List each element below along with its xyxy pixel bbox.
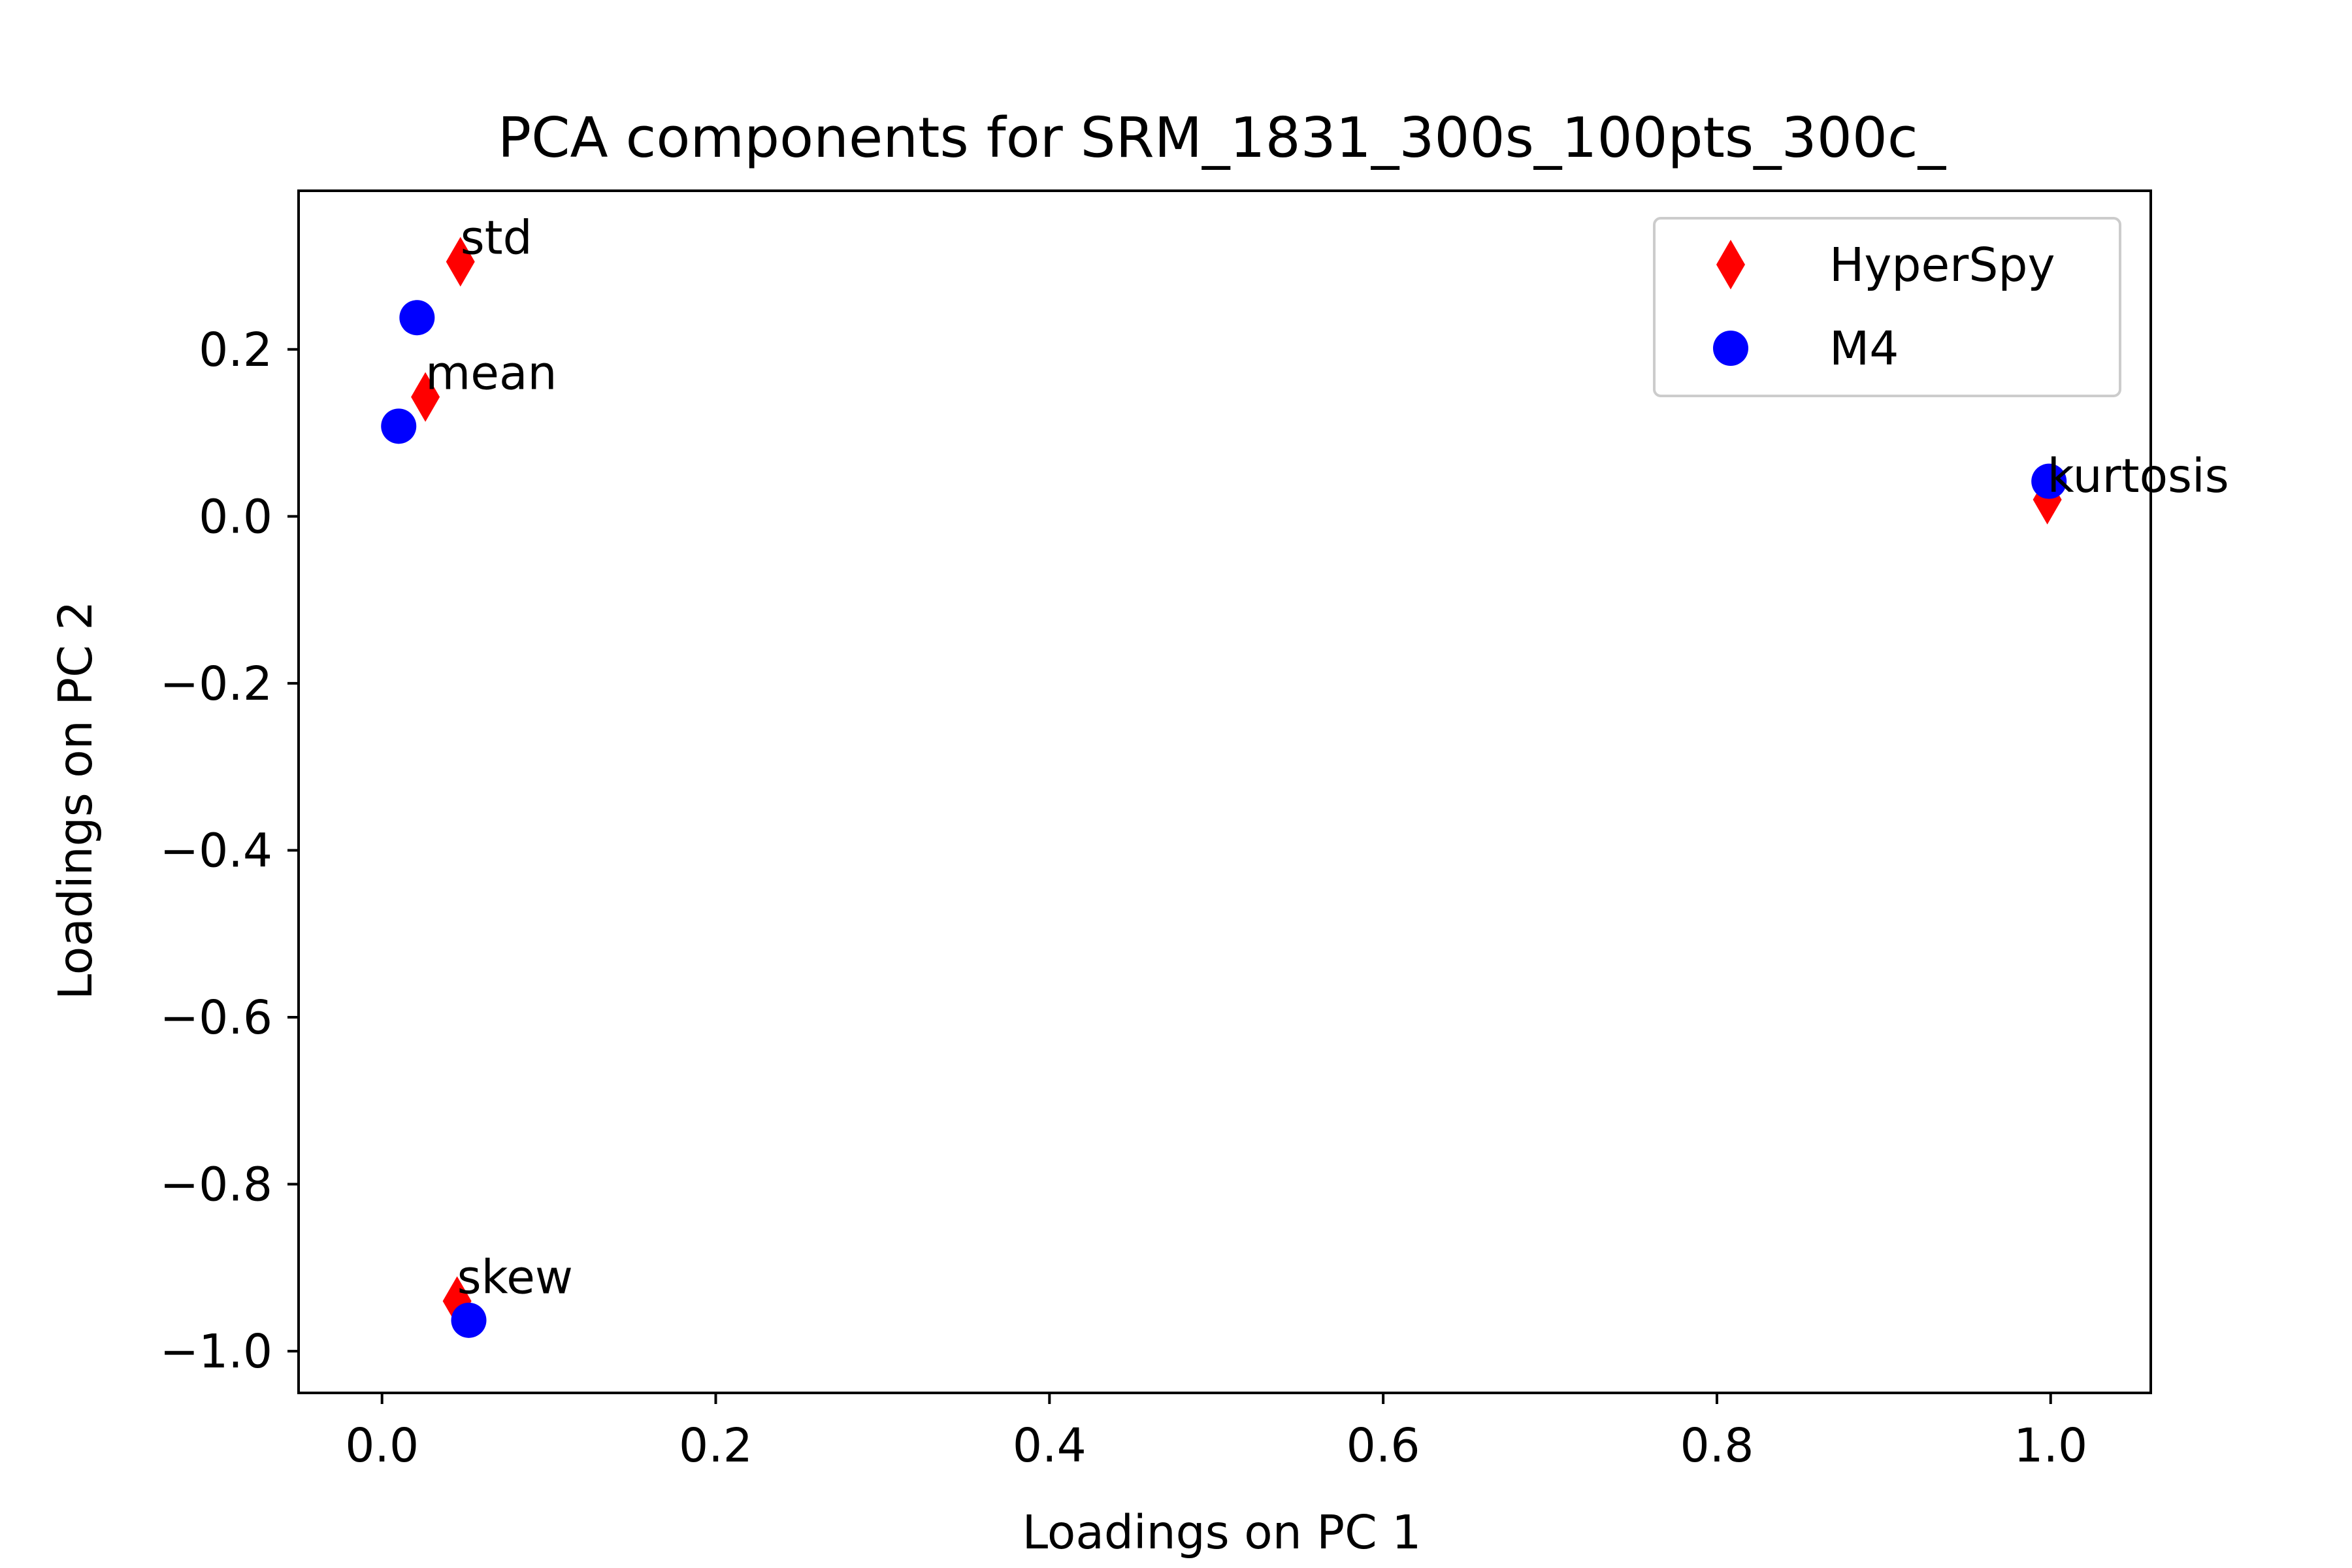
chart-title: PCA components for SRM_1831_300s_100pts_…	[498, 106, 1947, 171]
x-axis-label: Loadings on PC 1	[1022, 1505, 1422, 1560]
m4-point	[451, 1302, 487, 1338]
hyperspy-point	[446, 237, 475, 287]
y-tick-label: 0.0	[199, 489, 272, 544]
legend-entry-label: M4	[1829, 321, 1899, 376]
point-annotation: std	[461, 211, 532, 265]
x-tick-label: 0.2	[679, 1418, 753, 1473]
legend-marker	[1716, 240, 1745, 289]
y-tick-label: −0.6	[160, 990, 272, 1045]
y-tick-label: −0.4	[160, 823, 272, 877]
legend-marker	[1713, 331, 1748, 366]
point-annotation: mean	[425, 346, 557, 400]
x-tick-label: 0.6	[1347, 1418, 1420, 1473]
y-tick-label: −0.8	[160, 1158, 272, 1212]
legend-entry-label: HyperSpy	[1829, 238, 2055, 292]
legend-box	[1653, 217, 2121, 397]
legend: HyperSpy M4	[1653, 217, 2121, 397]
point-annotation: kurtosis	[2048, 449, 2229, 503]
y-tick-label: −1.0	[160, 1324, 272, 1379]
x-tick-label: 0.8	[1680, 1418, 1754, 1473]
axes-frame	[297, 189, 2152, 1394]
y-tick-label: −0.2	[160, 657, 272, 711]
y-tick-label: 0.2	[199, 323, 272, 377]
hyperspy-point	[411, 372, 440, 422]
plot-area: 0.0 0.2 0.4 0.6 0.8 1.0 0.2 0.0 −0.2 −0.4 −0.6 −0.8…	[160, 189, 2229, 1473]
m4-point	[2031, 463, 2067, 499]
point-annotation: skew	[457, 1250, 573, 1304]
y-axis-label: Loadings on PC 2	[48, 601, 103, 1000]
x-tick-label: 0.4	[1013, 1418, 1086, 1473]
m4-point	[399, 300, 435, 336]
x-tick-label: 0.0	[345, 1418, 419, 1473]
m4-point	[381, 408, 417, 444]
x-tick-label: 1.0	[2014, 1418, 2087, 1473]
